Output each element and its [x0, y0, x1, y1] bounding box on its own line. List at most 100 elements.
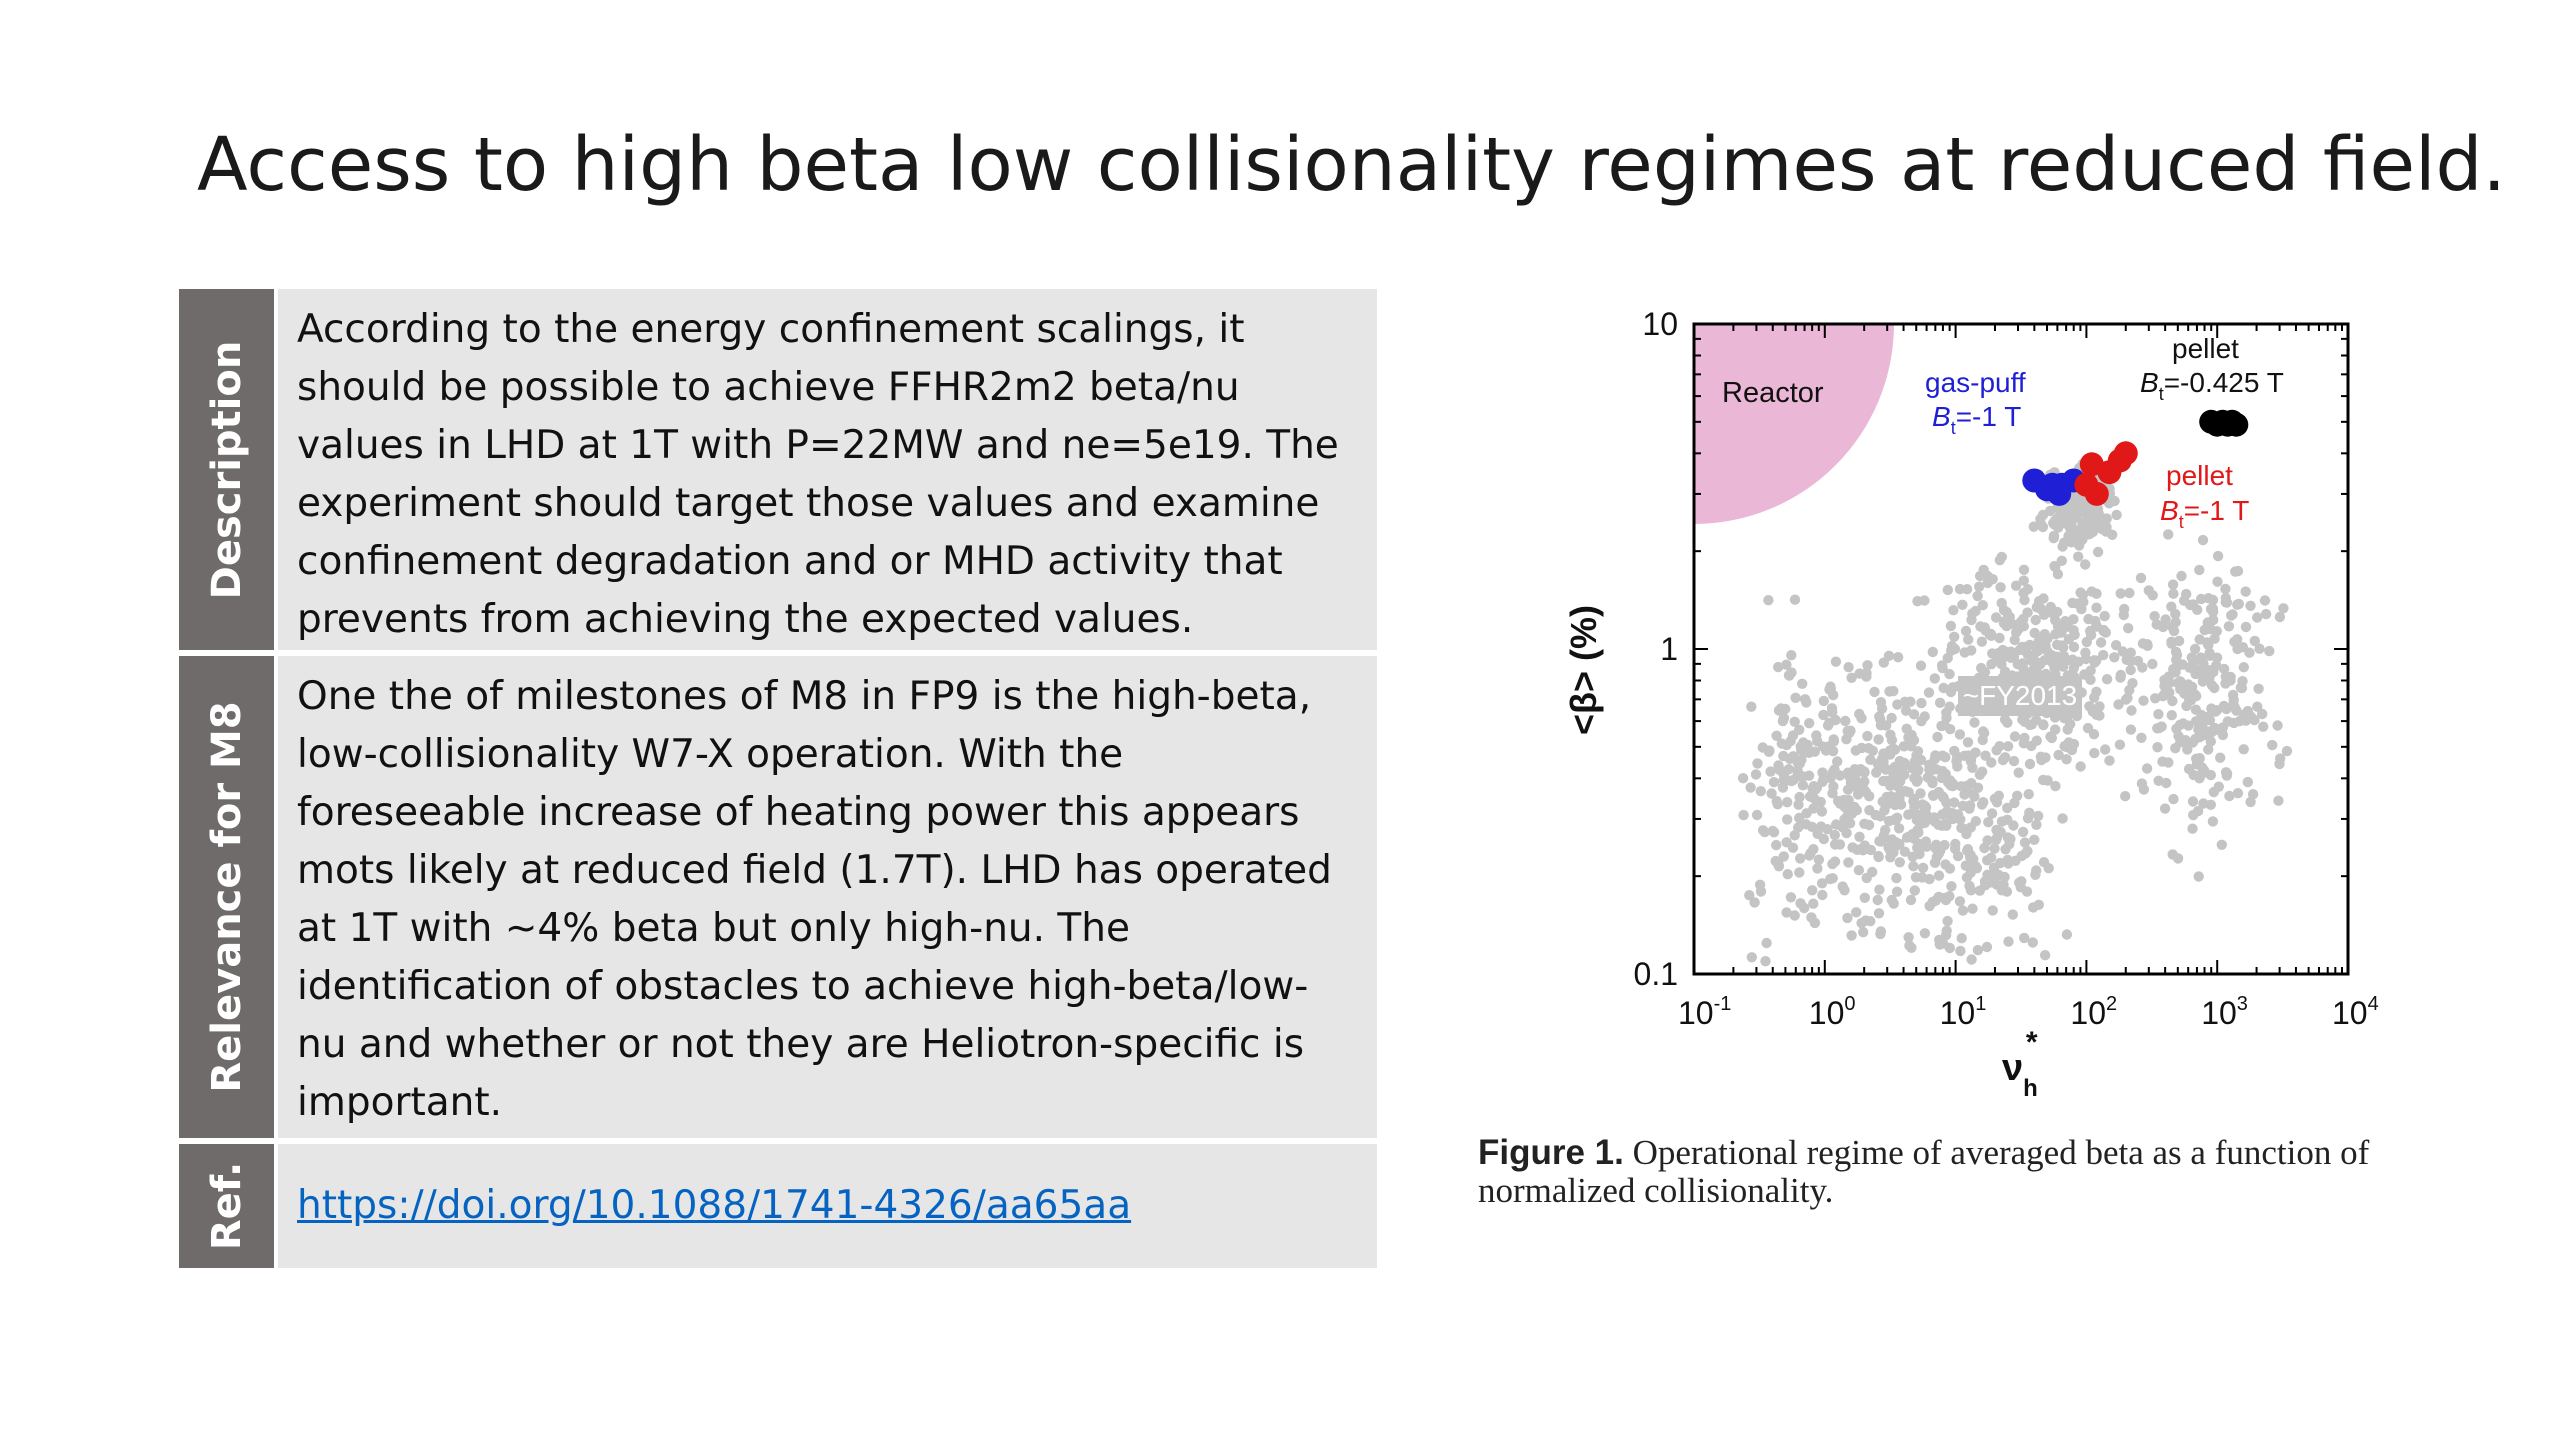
database-point	[2170, 646, 2182, 657]
database-point	[1873, 908, 1885, 919]
database-point	[1841, 827, 1852, 839]
database-point	[2196, 593, 2207, 605]
database-point	[2166, 710, 2177, 721]
database-point	[1858, 927, 1869, 938]
database-point	[1968, 853, 1979, 865]
y-tick-label: 1	[1660, 631, 1678, 667]
database-point	[2052, 569, 2064, 580]
database-point	[1859, 892, 1870, 903]
database-point	[1991, 745, 2002, 756]
database-point	[2120, 791, 2131, 802]
database-point	[1994, 632, 2005, 644]
database-point	[1991, 797, 2003, 808]
database-point	[2230, 566, 2241, 577]
database-point	[2149, 611, 2160, 622]
database-point	[1913, 838, 1924, 849]
database-point	[2031, 735, 2042, 746]
database-point	[1816, 806, 1828, 817]
reactor-region	[1694, 324, 1894, 524]
database-point	[2096, 521, 2108, 532]
database-point	[1933, 786, 1944, 798]
doi-link[interactable]: https://doi.org/10.1088/1741-4326/aa65aa	[297, 1183, 1132, 1228]
fy2013-label: ~FY2013	[1963, 680, 2077, 711]
database-point	[2191, 759, 2203, 770]
database-point	[1792, 756, 1803, 767]
database-point	[2104, 755, 2115, 766]
database-point	[1834, 770, 1846, 781]
fy2013-label-box	[1958, 676, 2082, 716]
database-point	[1980, 880, 1991, 891]
database-point	[1746, 701, 1757, 712]
database-point	[1946, 881, 1957, 892]
database-point	[1856, 713, 1867, 724]
database-point	[2074, 540, 2085, 551]
database-point	[1825, 873, 1836, 885]
database-point	[1883, 842, 1894, 853]
database-point	[2245, 796, 2256, 808]
database-point	[2080, 653, 2092, 665]
database-point	[2209, 722, 2220, 734]
database-point	[1829, 829, 1840, 841]
database-point	[1799, 694, 1811, 705]
reactor-label: Reactor	[1722, 377, 1824, 409]
database-point	[2034, 659, 2046, 670]
database-point	[1894, 857, 1905, 868]
database-point	[2115, 669, 2126, 681]
database-point	[2138, 695, 2149, 706]
database-point	[1812, 796, 1823, 808]
database-point	[1794, 812, 1805, 824]
database-point	[2002, 854, 2013, 866]
x-tick-label: 10-1	[1678, 993, 1731, 1031]
database-point	[1755, 786, 1766, 797]
database-point	[1795, 898, 1806, 909]
database-point	[1940, 929, 1952, 941]
database-point	[1986, 757, 1997, 768]
database-point	[1994, 555, 2005, 566]
database-point	[1737, 773, 1749, 784]
database-point	[2211, 652, 2223, 663]
database-point	[1875, 720, 1887, 731]
database-point	[2123, 623, 2134, 634]
series-point	[2084, 481, 2109, 506]
database-point	[1845, 725, 1856, 736]
database-point	[1827, 707, 1838, 718]
database-point	[1790, 692, 1801, 703]
database-point	[1781, 837, 1792, 848]
database-point	[2049, 560, 2060, 572]
database-point	[2170, 617, 2181, 628]
database-point	[2135, 572, 2147, 584]
field-symbol: B	[2140, 367, 2159, 398]
database-point	[2235, 682, 2246, 693]
database-point	[1936, 660, 1948, 671]
database-point	[1970, 605, 1981, 617]
database-point	[2013, 767, 2024, 778]
database-point	[1908, 861, 1919, 872]
database-point	[1929, 857, 1941, 868]
database-point	[1899, 846, 1911, 857]
database-point	[2076, 506, 2088, 518]
database-point	[2047, 657, 2058, 668]
series-points	[2022, 409, 2249, 506]
database-point	[1775, 765, 1786, 776]
database-point	[2201, 637, 2213, 648]
database-point	[1789, 830, 1800, 841]
database-point	[1940, 768, 1951, 780]
database-point	[1989, 843, 2000, 854]
database-point	[1908, 709, 1920, 720]
caption-label: Figure 1.	[1478, 1133, 1624, 1172]
database-point	[2220, 678, 2231, 689]
database-point	[2050, 519, 2061, 531]
x-tick-label: 104	[2332, 993, 2379, 1031]
database-point	[1749, 897, 1760, 908]
database-point	[2048, 532, 2059, 544]
database-point	[2159, 674, 2170, 686]
database-point	[2278, 603, 2289, 614]
database-point	[1961, 872, 1973, 883]
database-point	[1966, 645, 1977, 656]
database-point	[1940, 752, 1951, 763]
database-point	[2260, 608, 2272, 620]
database-point	[2238, 744, 2249, 755]
database-point	[2101, 513, 2112, 524]
y-tick-label: 0.1	[1634, 956, 1678, 992]
database-point	[1972, 944, 1984, 956]
